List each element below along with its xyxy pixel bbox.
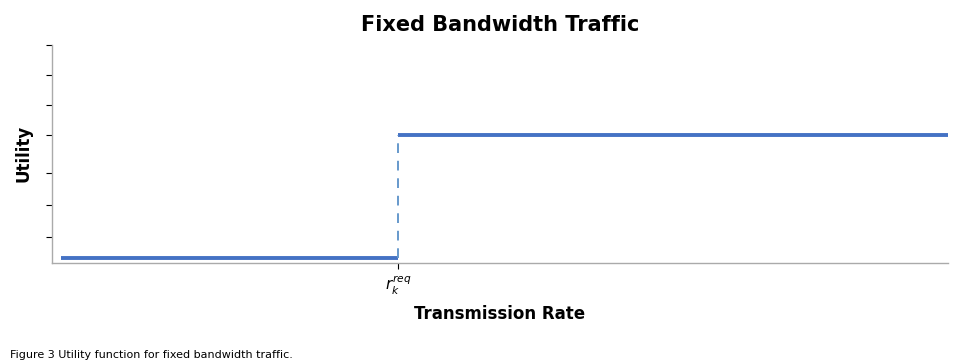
Text: Figure 3 Utility function for fixed bandwidth traffic.: Figure 3 Utility function for fixed band… <box>10 350 293 360</box>
Y-axis label: Utility: Utility <box>15 125 33 183</box>
Title: Fixed Bandwidth Traffic: Fixed Bandwidth Traffic <box>361 15 639 35</box>
X-axis label: Transmission Rate: Transmission Rate <box>414 305 586 323</box>
